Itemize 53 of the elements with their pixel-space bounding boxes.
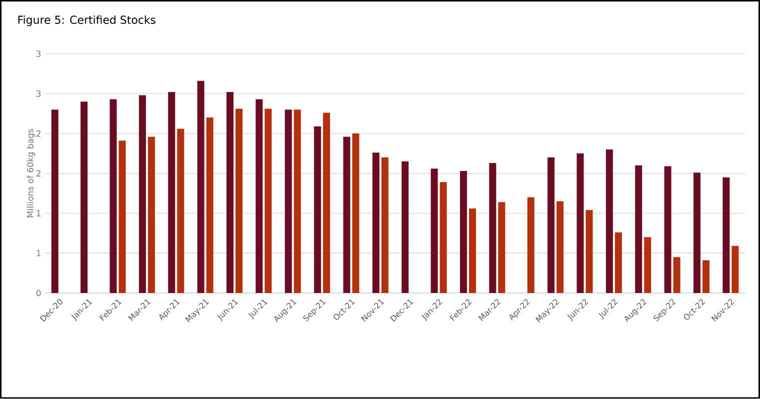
- y-tick-label: 3: [36, 50, 41, 58]
- bar: [576, 154, 584, 294]
- bar: [702, 260, 710, 294]
- bar: [732, 246, 739, 294]
- y-tick-label: 1: [36, 250, 40, 256]
- bar: [722, 177, 730, 294]
- bar: [548, 158, 555, 294]
- y-axis-title: Millions of 60kg bags: [26, 129, 36, 218]
- bar: [440, 182, 447, 294]
- bar: [343, 136, 350, 294]
- bar: [606, 150, 613, 294]
- y-tick-label: 1: [36, 210, 40, 216]
- bar: [110, 99, 117, 294]
- y-tick-label: 2: [36, 130, 40, 137]
- bar: [138, 95, 146, 294]
- bar: [177, 128, 184, 294]
- y-tick-label: 0: [36, 290, 41, 296]
- bar: [498, 202, 506, 294]
- bar: [644, 237, 652, 294]
- bar: [197, 81, 204, 294]
- bar: [235, 108, 242, 294]
- y-tick-label: 2: [36, 170, 40, 177]
- bar: [527, 197, 534, 294]
- bar: [673, 257, 680, 294]
- bar: [148, 136, 155, 294]
- bar: [206, 118, 214, 294]
- bar: [635, 166, 642, 294]
- bar: [284, 110, 292, 294]
- bar: [460, 171, 467, 294]
- bar: [294, 110, 301, 294]
- bar: [323, 112, 330, 294]
- bar: [226, 92, 234, 294]
- bar: [402, 162, 409, 294]
- bar: [264, 108, 272, 294]
- bar: [372, 152, 380, 294]
- bar: [693, 172, 700, 294]
- bar: [118, 140, 126, 294]
- y-tick-label: 3: [36, 90, 41, 97]
- bar: [468, 208, 476, 294]
- bar: [80, 102, 88, 294]
- bar: [381, 158, 388, 294]
- bar: [614, 232, 622, 294]
- bar: [168, 92, 176, 294]
- bar: [664, 166, 672, 294]
- bar: [489, 163, 496, 294]
- bar: [256, 99, 263, 294]
- bar: [586, 210, 593, 294]
- bar: [352, 134, 360, 294]
- bar: [556, 201, 564, 294]
- bar: [430, 168, 438, 294]
- bar: [314, 126, 322, 294]
- chart-title: Figure 5: Certified Stocks: [18, 16, 156, 26]
- bar: [51, 110, 58, 294]
